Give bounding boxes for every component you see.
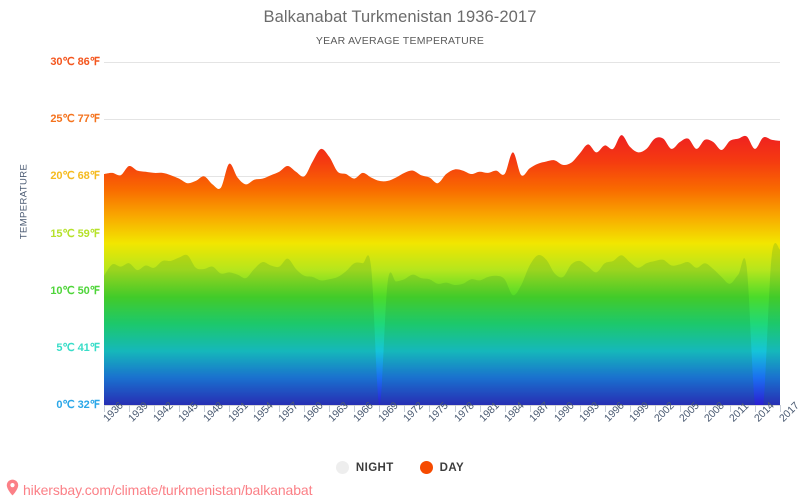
- x-tick-mark: [229, 405, 231, 412]
- x-tick-mark: [329, 405, 331, 412]
- x-tick-mark: [604, 405, 606, 412]
- x-tick-mark: [254, 405, 256, 412]
- x-tick-mark: [504, 405, 506, 412]
- gridline: [104, 119, 780, 121]
- y-tick-label: 5℃ 41℉: [56, 341, 100, 354]
- x-tick-mark: [529, 405, 531, 412]
- y-tick-label: 25℃ 77℉: [50, 113, 100, 126]
- x-tick-mark: [554, 405, 556, 412]
- x-tick-mark: [729, 405, 731, 412]
- y-tick-label: 20℃ 68℉: [50, 170, 100, 183]
- legend-item-night[interactable]: NIGHT: [335, 461, 394, 474]
- source-footer[interactable]: hikersbay.com/climate/turkmenistan/balka…: [6, 479, 312, 501]
- x-tick-mark: [154, 405, 156, 412]
- map-pin-icon: [6, 479, 19, 501]
- x-tick-mark: [704, 405, 706, 412]
- chart-subtitle: YEAR AVERAGE TEMPERATURE: [315, 35, 485, 47]
- y-tick-label: 10℃ 50℉: [50, 284, 100, 297]
- x-tick-mark: [754, 405, 756, 412]
- x-tick-mark: [479, 405, 481, 412]
- circle-icon: [419, 461, 433, 474]
- x-tick-mark: [379, 405, 381, 412]
- legend-label: NIGHT: [355, 461, 394, 474]
- x-tick-mark: [579, 405, 581, 412]
- legend-item-day[interactable]: DAY: [419, 461, 465, 474]
- day-series-area: [104, 135, 780, 405]
- y-tick-label: 0℃ 32℉: [56, 399, 100, 411]
- x-tick-mark: [404, 405, 406, 412]
- plot-area: [104, 62, 780, 405]
- legend-label: DAY: [439, 461, 465, 474]
- page-title: Balkanabat Turkmenistan 1936-2017: [263, 8, 537, 26]
- gridline: [104, 405, 780, 406]
- y-axis-ticks: 30℃ 86℉ 25℃ 77℉ 20℃ 68℉ 15℃ 59℉ 10℃ 50℉ 5℃ 41…: [0, 0, 100, 500]
- gridline: [104, 62, 780, 63]
- chart-svg: [104, 135, 780, 405]
- x-axis: 1936 1939 1942 1945 1948 1951 1954 1957 1960 1963…: [0, 400, 800, 465]
- x-tick-mark: [429, 405, 431, 412]
- chart-legend: NIGHT DAY: [0, 461, 800, 474]
- x-tick-mark: [679, 405, 681, 412]
- x-tick-mark: [279, 405, 281, 412]
- x-tick-mark: [354, 405, 356, 412]
- x-tick-mark: [654, 405, 656, 412]
- gridline: [104, 176, 780, 178]
- x-tick-mark: [454, 405, 456, 412]
- source-url[interactable]: hikersbay.com/climate/turkmenistan/balka…: [23, 482, 313, 498]
- night-series-area: [104, 243, 780, 405]
- y-tick-label: 30℃ 86℉: [50, 56, 100, 68]
- x-tick-mark: [104, 405, 105, 412]
- x-tick-mark: [129, 405, 131, 412]
- x-tick-label: 2017: [777, 399, 800, 425]
- x-tick-mark: [204, 405, 206, 412]
- x-tick-mark: [179, 405, 181, 412]
- x-tick-mark: [304, 405, 306, 412]
- x-tick-mark: [780, 405, 781, 412]
- y-tick-label: 15℃ 59℉: [50, 227, 100, 240]
- circle-icon: [335, 461, 349, 474]
- x-tick-mark: [629, 405, 631, 412]
